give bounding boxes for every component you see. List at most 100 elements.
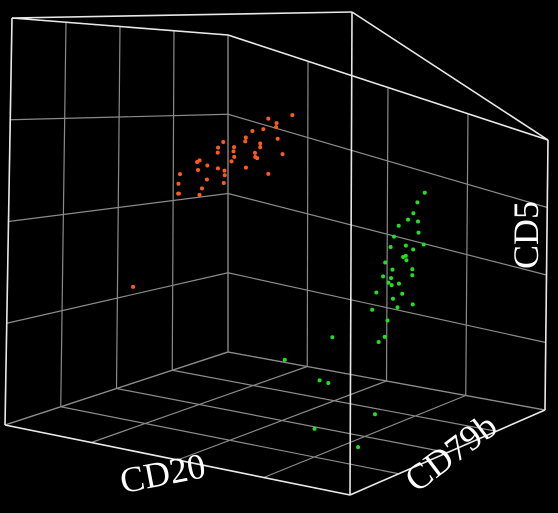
point xyxy=(195,160,200,165)
point xyxy=(197,192,202,197)
point xyxy=(330,335,335,340)
point xyxy=(290,113,295,118)
point xyxy=(411,211,416,216)
point xyxy=(312,426,317,431)
grid-line xyxy=(4,351,229,426)
point xyxy=(216,145,221,150)
point xyxy=(231,149,236,154)
point xyxy=(372,412,377,417)
point xyxy=(410,267,415,272)
point xyxy=(205,163,210,168)
point xyxy=(416,230,421,235)
box-edge xyxy=(544,139,549,411)
point xyxy=(274,121,279,126)
point xyxy=(252,150,257,155)
point xyxy=(410,302,415,307)
point xyxy=(376,339,381,344)
point xyxy=(411,247,416,252)
point xyxy=(374,290,379,295)
point xyxy=(196,167,201,172)
point xyxy=(396,281,401,286)
grid-line xyxy=(172,369,497,432)
point xyxy=(403,243,408,248)
point xyxy=(243,165,248,170)
point xyxy=(255,156,260,161)
point xyxy=(404,258,409,263)
point xyxy=(410,273,415,278)
point xyxy=(382,334,387,339)
point xyxy=(243,135,248,140)
point xyxy=(176,191,181,196)
point xyxy=(388,244,393,249)
point xyxy=(370,307,375,312)
point xyxy=(386,280,391,285)
box-edge xyxy=(349,11,353,496)
point xyxy=(232,145,237,150)
point xyxy=(275,136,280,141)
box-edge xyxy=(11,17,229,36)
box-edge xyxy=(4,17,13,426)
points xyxy=(131,113,427,450)
point xyxy=(317,378,322,383)
box-edge xyxy=(11,11,353,19)
box-edge xyxy=(4,424,351,496)
grid-line xyxy=(10,113,229,121)
point xyxy=(232,154,237,159)
point xyxy=(258,141,263,146)
point xyxy=(396,223,401,228)
point xyxy=(266,116,271,121)
point xyxy=(258,145,263,150)
point xyxy=(176,181,181,186)
z-axis-label: CD5 xyxy=(506,201,546,269)
point xyxy=(243,139,248,144)
point xyxy=(204,177,209,182)
point xyxy=(199,186,204,191)
point xyxy=(400,291,405,296)
point xyxy=(390,296,395,301)
box-edge xyxy=(351,11,549,141)
point xyxy=(421,242,426,247)
point xyxy=(221,140,226,145)
point xyxy=(280,152,285,157)
point xyxy=(389,283,394,288)
point xyxy=(222,173,227,178)
grid-line xyxy=(227,113,548,209)
point xyxy=(250,128,255,133)
point xyxy=(422,190,427,195)
point xyxy=(403,253,408,258)
grid-line xyxy=(227,351,546,411)
point xyxy=(274,125,279,130)
grid-line xyxy=(60,406,399,475)
grid-line xyxy=(227,272,546,344)
point xyxy=(222,168,227,173)
point xyxy=(385,318,390,323)
point xyxy=(266,171,271,176)
grid-line xyxy=(8,192,229,223)
grid-line xyxy=(116,387,448,454)
point xyxy=(395,305,400,310)
box-edge xyxy=(227,34,549,141)
point xyxy=(415,200,420,205)
point xyxy=(229,159,234,164)
point xyxy=(215,150,220,155)
grid-line xyxy=(227,192,547,276)
point xyxy=(178,172,183,177)
point xyxy=(381,274,386,279)
point xyxy=(391,234,396,239)
point xyxy=(356,445,361,450)
point xyxy=(383,260,388,265)
point xyxy=(282,357,287,362)
point xyxy=(415,219,420,224)
box xyxy=(4,11,549,496)
point xyxy=(131,284,136,289)
point xyxy=(326,380,331,385)
box-edge xyxy=(349,409,546,496)
point xyxy=(389,276,394,281)
grid-line xyxy=(6,272,229,324)
point xyxy=(390,267,395,272)
point xyxy=(406,217,411,222)
point xyxy=(221,181,226,186)
point xyxy=(261,127,266,132)
